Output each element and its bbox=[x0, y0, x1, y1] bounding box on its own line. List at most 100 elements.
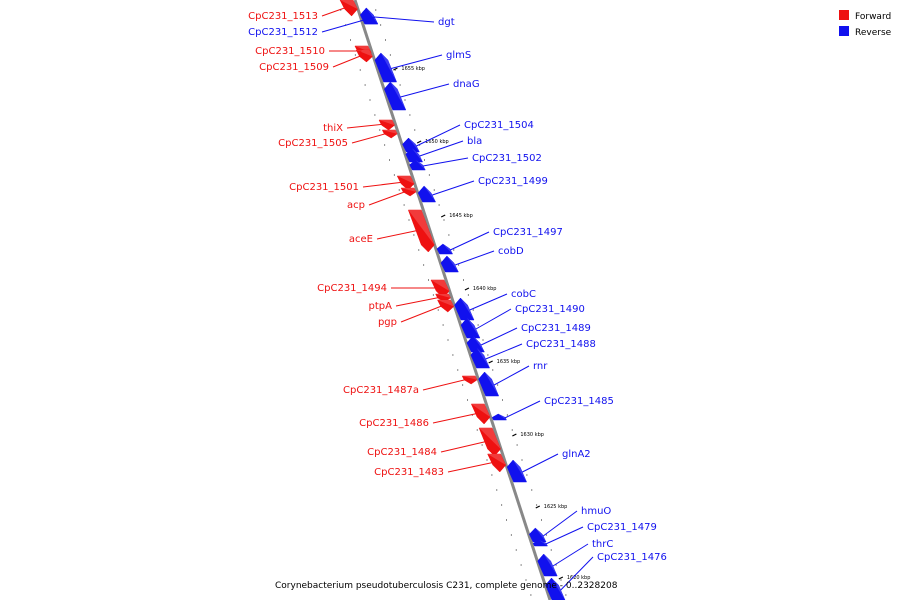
gene-cpc231-1513[interactable] bbox=[339, 0, 358, 17]
gene-label-acee[interactable]: aceE bbox=[349, 234, 373, 245]
gene-label-glna2[interactable]: glnA2 bbox=[562, 449, 591, 460]
gene-label-cpc231-1494[interactable]: CpC231_1494 bbox=[317, 283, 387, 294]
tick-mark bbox=[535, 505, 541, 509]
gene-label-cpc231-1479[interactable]: CpC231_1479 bbox=[587, 522, 657, 533]
gene-shade bbox=[462, 376, 478, 380]
gene-label-hmuo[interactable]: hmuO bbox=[581, 506, 611, 517]
leader-line bbox=[321, 6, 348, 17]
gene-label-cpc231-1512[interactable]: CpC231_1512 bbox=[248, 27, 318, 38]
leader-line bbox=[485, 343, 523, 360]
gene-label-thrc[interactable]: thrC bbox=[592, 539, 613, 550]
gene-cpc231-1488[interactable] bbox=[470, 347, 490, 369]
gene-label-cpc231-1510[interactable]: CpC231_1510 bbox=[255, 46, 325, 57]
gene-shade bbox=[539, 540, 548, 546]
gene-pgp[interactable] bbox=[437, 299, 455, 313]
tick-mark bbox=[464, 287, 470, 291]
leader-line bbox=[332, 54, 364, 68]
gene-label-cpc231-1483[interactable]: CpC231_1483 bbox=[374, 467, 444, 478]
gene-label-cpc231-1485[interactable]: CpC231_1485 bbox=[544, 396, 614, 407]
gene-cpc231-1505[interactable] bbox=[381, 129, 398, 139]
tick-label: 1655 kbp bbox=[401, 66, 425, 72]
leader-line bbox=[395, 296, 442, 307]
gene-label-cpc231-1509[interactable]: CpC231_1509 bbox=[259, 62, 329, 73]
gene-label-cpc231-1486[interactable]: CpC231_1486 bbox=[359, 418, 429, 429]
gene-label-bla[interactable]: bla bbox=[467, 136, 482, 147]
gene-label-acp[interactable]: acp bbox=[347, 200, 365, 211]
gene-shade bbox=[487, 454, 506, 465]
leader-line bbox=[450, 231, 490, 251]
gene-acee[interactable] bbox=[407, 209, 435, 253]
gene-shade bbox=[543, 554, 558, 576]
tick-label: 1640 kbp bbox=[473, 286, 497, 292]
gene-rnr[interactable] bbox=[478, 371, 500, 397]
gene-shade bbox=[424, 186, 436, 202]
gene-label-cpc231-1513[interactable]: CpC231_1513 bbox=[248, 11, 318, 22]
gene-cpc231-1479[interactable] bbox=[532, 539, 548, 547]
gene-label-cpc231-1505[interactable]: CpC231_1505 bbox=[278, 138, 348, 149]
leader-line bbox=[560, 556, 594, 591]
legend-reverse-label: Reverse bbox=[855, 28, 892, 38]
tick-label: 1630 kbp bbox=[520, 432, 544, 438]
gene-cpc231-1499[interactable] bbox=[417, 185, 437, 203]
gene-label-cobc[interactable]: cobC bbox=[511, 289, 536, 300]
gene-label-cpc231-1484[interactable]: CpC231_1484 bbox=[367, 447, 437, 458]
gene-cpc231-1497[interactable] bbox=[436, 243, 454, 255]
gene-acp[interactable] bbox=[400, 187, 417, 197]
gene-cpc231-1509[interactable] bbox=[355, 49, 373, 63]
gene-label-dnag[interactable]: dnaG bbox=[453, 79, 480, 90]
gene-label-pgp[interactable]: pgp bbox=[378, 317, 397, 328]
gene-label-cpc231-1499[interactable]: CpC231_1499 bbox=[478, 176, 548, 187]
gene-cobd[interactable] bbox=[440, 255, 459, 273]
gene-features bbox=[339, 0, 566, 600]
tick-mark bbox=[440, 214, 446, 218]
leader-line bbox=[400, 83, 450, 98]
gene-hmuo[interactable] bbox=[528, 527, 547, 543]
gene-label-thix[interactable]: thiX bbox=[323, 123, 343, 134]
gene-label-cpc231-1504[interactable]: CpC231_1504 bbox=[464, 120, 534, 131]
tick-label: 1635 kbp bbox=[497, 359, 521, 365]
gene-cpc231-1487a[interactable] bbox=[461, 375, 478, 385]
gene-label-cpc231-1501[interactable]: CpC231_1501 bbox=[289, 182, 359, 193]
gene-label-ptpa[interactable]: ptpA bbox=[369, 301, 393, 312]
tick-label: 1620 kbp bbox=[567, 575, 591, 581]
gene-shade bbox=[460, 298, 474, 320]
leader-line bbox=[480, 327, 518, 346]
gene-label-glms[interactable]: glmS bbox=[446, 50, 471, 61]
tick-label: 1625 kbp bbox=[544, 504, 568, 510]
gene-label-cpc231-1487a[interactable]: CpC231_1487a bbox=[343, 385, 419, 396]
gene-glna2[interactable] bbox=[506, 459, 527, 483]
track-dots bbox=[340, 9, 567, 596]
gene-shade bbox=[411, 148, 423, 162]
gene-cpc231-1485[interactable] bbox=[491, 413, 507, 421]
gene-shade bbox=[354, 46, 372, 53]
gene-cpc231-1486[interactable] bbox=[470, 403, 491, 425]
gene-label-cpc231-1489[interactable]: CpC231_1489 bbox=[521, 323, 591, 334]
genome-axis bbox=[353, 0, 552, 600]
gene-label-dgt[interactable]: dgt bbox=[438, 17, 455, 28]
gene-cpc231-1502[interactable] bbox=[409, 159, 426, 171]
gene-cpc231-1484[interactable] bbox=[478, 427, 501, 457]
legend-reverse-swatch bbox=[839, 26, 849, 36]
gene-shade bbox=[442, 244, 453, 254]
leader-line bbox=[522, 453, 559, 473]
gene-label-cpc231-1488[interactable]: CpC231_1488 bbox=[526, 339, 596, 350]
leader-line bbox=[368, 190, 408, 206]
gene-shade bbox=[390, 82, 406, 110]
leader-line bbox=[504, 400, 541, 419]
gene-label-cpc231-1502[interactable]: CpC231_1502 bbox=[472, 153, 542, 164]
gene-shade bbox=[551, 578, 565, 600]
gene-shade bbox=[435, 294, 451, 298]
gene-thrc[interactable] bbox=[537, 553, 558, 577]
leader-line bbox=[545, 526, 584, 545]
gene-shade bbox=[472, 336, 485, 352]
gene-shade bbox=[446, 256, 459, 272]
gene-label-cpc231-1490[interactable]: CpC231_1490 bbox=[515, 304, 585, 315]
gene-label-cpc231-1497[interactable]: CpC231_1497 bbox=[493, 227, 563, 238]
gene-shade bbox=[382, 130, 398, 134]
leader-line bbox=[416, 124, 461, 147]
gene-label-rnr[interactable]: rnr bbox=[533, 361, 548, 372]
gene-cpc231-1476[interactable] bbox=[545, 577, 566, 600]
gene-label-cobd[interactable]: cobD bbox=[498, 246, 524, 257]
gene-dnag[interactable] bbox=[384, 81, 407, 111]
gene-label-cpc231-1476[interactable]: CpC231_1476 bbox=[597, 552, 667, 563]
